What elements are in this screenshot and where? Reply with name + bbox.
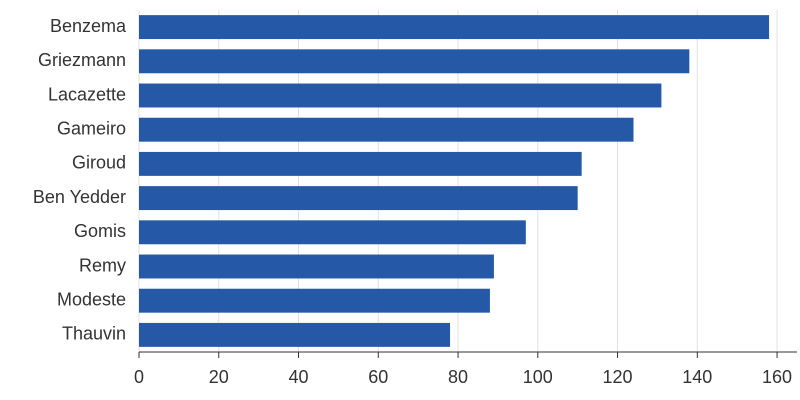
- x-tick-label: 100: [523, 367, 553, 387]
- y-tick-label: Gameiro: [57, 118, 126, 138]
- y-tick-label: Lacazette: [48, 84, 126, 104]
- bar: [139, 322, 451, 347]
- bar: [139, 220, 526, 245]
- y-tick-label: Benzema: [50, 16, 127, 36]
- x-tick-label: 20: [209, 367, 229, 387]
- y-tick-label: Remy: [79, 255, 126, 275]
- x-tick-label: 120: [603, 367, 633, 387]
- x-tick-label: 0: [134, 367, 144, 387]
- x-tick-label: 60: [368, 367, 388, 387]
- bar: [139, 83, 662, 108]
- bar: [139, 117, 634, 142]
- bar: [139, 288, 490, 313]
- x-tick-label: 140: [682, 367, 712, 387]
- x-tick-label: 160: [762, 367, 792, 387]
- y-tick-label: Giroud: [72, 153, 126, 173]
- x-tick-label: 80: [448, 367, 468, 387]
- bar: [139, 49, 690, 74]
- bar: [139, 151, 582, 176]
- bar: [139, 15, 770, 40]
- y-tick-label: Ben Yedder: [33, 187, 126, 207]
- bar: [139, 254, 494, 279]
- bar: [139, 186, 578, 211]
- y-tick-label: Gomis: [74, 221, 126, 241]
- y-tick-label: Thauvin: [62, 324, 126, 344]
- y-tick-label: Modeste: [57, 289, 126, 309]
- x-tick-label: 40: [288, 367, 308, 387]
- y-tick-label: Griezmann: [38, 50, 126, 70]
